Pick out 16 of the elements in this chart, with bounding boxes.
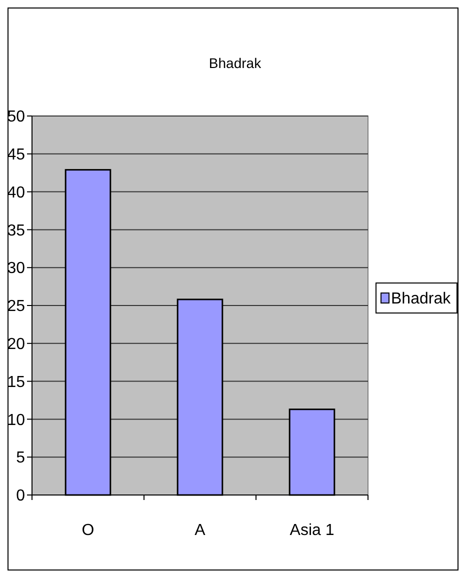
y-tick-label: 30	[7, 260, 26, 278]
x-tick-label: A	[194, 522, 206, 539]
y-tick-label: 35	[7, 222, 26, 240]
y-tick-label: 25	[7, 298, 26, 316]
y-tick-label: 10	[7, 412, 26, 429]
y-tick-label: 20	[7, 336, 26, 353]
y-tick-label: 5	[16, 450, 26, 467]
chart-title: Bhadrak	[208, 55, 262, 71]
x-tick-label: O	[82, 522, 94, 539]
legend-label: Bhadrak	[391, 290, 452, 308]
y-tick-label: 40	[7, 184, 26, 202]
x-tick-label: Asia 1	[290, 522, 334, 539]
y-tick-label: 45	[7, 146, 26, 164]
y-tick-label: 50	[7, 108, 26, 126]
y-tick-label: 0	[16, 488, 26, 505]
y-tick-label: 15	[7, 374, 26, 391]
